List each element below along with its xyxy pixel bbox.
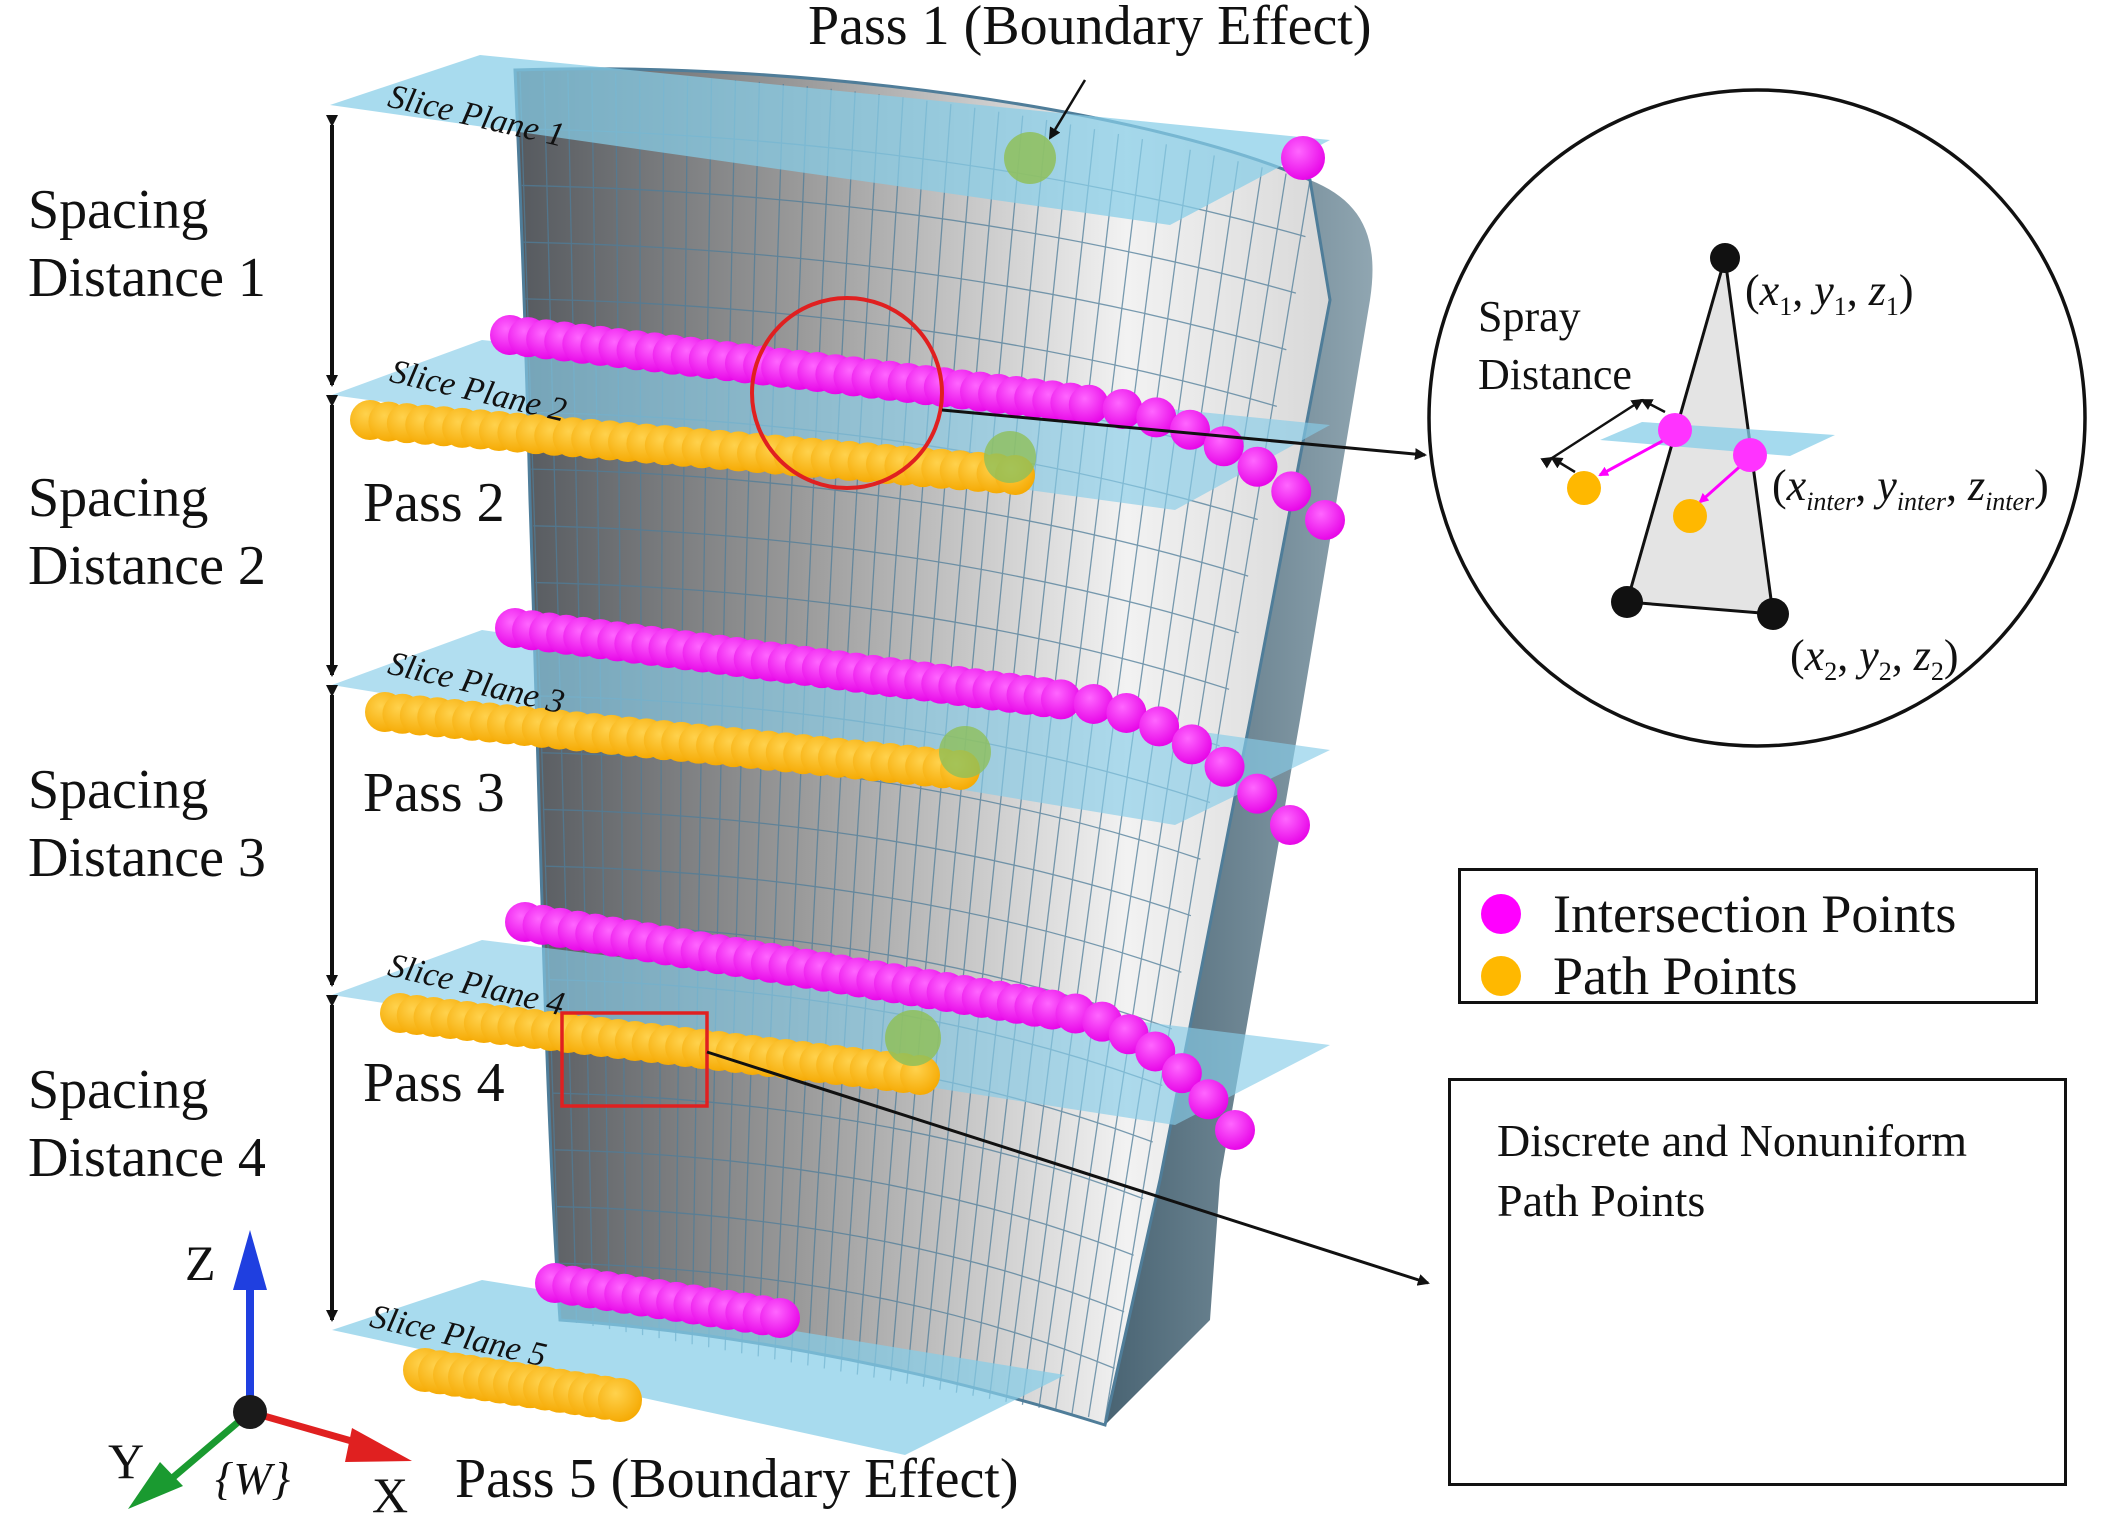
- inset-vertex-1: [1710, 243, 1740, 273]
- zoom-circle-marker: [750, 296, 944, 490]
- intersection-points-2-point: [1237, 446, 1278, 487]
- spacing-distance-3: Spacing Distance 3: [28, 759, 266, 889]
- intersection-points-5: [535, 1263, 800, 1338]
- intersection-points-3-point: [1040, 679, 1081, 720]
- intersection-points-3-point: [1204, 746, 1245, 787]
- path-points-5: [403, 1348, 642, 1422]
- pass4-label: Pass 4: [363, 1052, 505, 1114]
- slice-plane-2: [332, 340, 1330, 510]
- mesh-curve: [554, 1149, 1134, 1256]
- legend-item-path: Path Points: [1481, 945, 1798, 1007]
- mesh-curve: [535, 581, 1230, 690]
- intersection-points-3-point: [1270, 805, 1310, 845]
- intersection-points-4-point: [1161, 1053, 1202, 1094]
- intersection-points-2-point: [1271, 471, 1312, 512]
- z-axis-arrowhead: [233, 1230, 267, 1290]
- intersection-points-2-point: [1102, 389, 1143, 430]
- intersection-points-2-point: [1170, 409, 1211, 450]
- intersection-points-2-point: [1203, 426, 1244, 467]
- z-axis-label: Z: [185, 1235, 216, 1291]
- slice-plane-3: [332, 630, 1330, 825]
- legend-item-intersection: Intersection Points: [1481, 883, 1956, 945]
- zoom-box: Discrete and Nonuniform Path Points: [1448, 1078, 2067, 1486]
- intersection-points-4-point: [1188, 1079, 1229, 1120]
- x-axis-label: X: [372, 1467, 409, 1523]
- intersection-points-2-point: [1305, 500, 1345, 540]
- mesh-curve: [558, 1262, 1115, 1370]
- world-frame: [128, 1230, 412, 1509]
- inset-path-1: [1567, 471, 1601, 505]
- mesh-curve: [556, 1205, 1125, 1313]
- pass1-pointer: [1048, 79, 1087, 140]
- slice-plane-1: [330, 55, 1330, 225]
- legend-label-path: Path Points: [1553, 946, 1798, 1006]
- path-points-2: [350, 400, 1035, 495]
- intersection-points-4-point: [1215, 1110, 1255, 1150]
- mesh-curve: [544, 865, 1182, 973]
- intersection-points-3: [495, 608, 1310, 845]
- slice-plane-4: [332, 940, 1330, 1125]
- inset-leader: [941, 408, 1427, 461]
- spacing-distance-1: Spacing Distance 1: [28, 179, 266, 309]
- zoom-rect-marker: [560, 1011, 709, 1108]
- intersection-points-3-point: [1106, 692, 1147, 733]
- pass5-label: Pass 5 (Boundary Effect): [455, 1448, 1019, 1510]
- frame-origin: [233, 1395, 267, 1429]
- coord-intersection: (xinter, yinter, zinter): [1772, 461, 2049, 516]
- mesh-curve: [552, 1092, 1144, 1200]
- intersection-points-2-point: [1068, 384, 1109, 425]
- mesh-curve: [531, 468, 1249, 577]
- legend-label-intersection: Intersection Points: [1553, 884, 1957, 944]
- path-point-2-end: [984, 431, 1036, 483]
- spacing-distance-2: Spacing Distance 2: [28, 467, 266, 597]
- inset-detail: [1427, 88, 2087, 748]
- pass1-label: Pass 1 (Boundary Effect): [808, 0, 1372, 57]
- path-point-4-end: [885, 1010, 941, 1066]
- path-points-5-point: [598, 1378, 642, 1422]
- intersection-points-3-point: [1139, 706, 1180, 747]
- y-axis-arrowhead: [128, 1462, 183, 1509]
- mesh-curve: [521, 184, 1297, 294]
- intersection-points-3-point: [1073, 683, 1114, 724]
- inset-vertex-2: [1611, 586, 1643, 618]
- path-points-3: [365, 692, 980, 790]
- spacing-distance-4: Spacing Distance 4: [28, 1059, 266, 1189]
- inset-path-2: [1673, 499, 1707, 533]
- coord-vertex-1: (x1, y1, z1): [1745, 266, 1914, 321]
- y-axis-label: Y: [108, 1433, 145, 1489]
- legend-swatch-orange: [1481, 956, 1521, 996]
- pass3-label: Pass 3: [363, 762, 505, 824]
- mesh-curve: [525, 298, 1278, 407]
- spray-distance-bracket: [1540, 398, 1666, 474]
- intersection-points-4-point: [1135, 1031, 1176, 1072]
- mesh-curve: [533, 525, 1239, 634]
- coord-vertex-2: (x2, y2, z2): [1790, 631, 1959, 686]
- spray-distance-label: Spray Distance: [1478, 292, 1632, 399]
- frame-label: {W}: [215, 1453, 291, 1504]
- inset-intersection-2: [1733, 438, 1767, 472]
- intersection-points-2-point: [1136, 397, 1177, 438]
- slice-plane-5: [332, 1280, 1065, 1455]
- intersection-points-5-point: [760, 1298, 800, 1338]
- intersection-points-3-point: [1171, 724, 1212, 765]
- pass2-label: Pass 2: [363, 472, 505, 534]
- path-point-3-end: [939, 726, 991, 778]
- zoom-leader: [706, 1050, 1430, 1286]
- pass1-path-point: [1004, 132, 1056, 184]
- legend-swatch-magenta: [1481, 894, 1521, 934]
- mesh-curve: [523, 241, 1287, 351]
- intersection-points-3-point: [1237, 773, 1278, 814]
- point-series: [350, 315, 1345, 1422]
- intersection-points-4: [505, 902, 1255, 1150]
- zoom-title: Discrete and Nonuniform Path Points: [1497, 1115, 1968, 1226]
- pass1-intersection-point: [1281, 136, 1325, 180]
- legend: Intersection Points Path Points: [1458, 868, 2038, 1007]
- x-axis-arrowhead: [345, 1428, 412, 1462]
- mesh-curve: [542, 808, 1192, 917]
- intersection-points-2: [490, 315, 1345, 540]
- inset-intersection-1: [1658, 413, 1692, 447]
- inset-vertex-3: [1757, 598, 1789, 630]
